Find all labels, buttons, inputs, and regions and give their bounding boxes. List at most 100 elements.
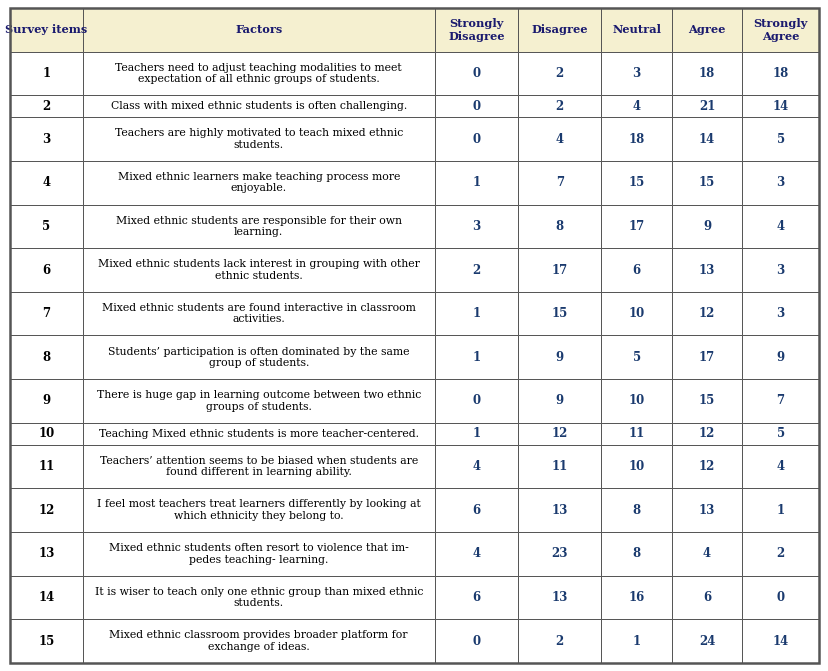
Text: 5: 5 <box>776 133 784 146</box>
Text: 4: 4 <box>702 548 710 560</box>
Text: 17: 17 <box>698 351 715 364</box>
Bar <box>10 8 83 52</box>
Text: 3: 3 <box>776 176 784 189</box>
Text: 6: 6 <box>632 264 640 276</box>
Text: 23: 23 <box>551 548 567 560</box>
Text: 1: 1 <box>472 176 480 189</box>
Bar <box>600 292 671 336</box>
Bar <box>671 336 741 379</box>
Bar <box>671 423 741 445</box>
Text: 3: 3 <box>42 133 51 146</box>
Text: It is wiser to teach only one ethnic group than mixed ethnic
students.: It is wiser to teach only one ethnic gro… <box>94 586 422 608</box>
Bar <box>83 8 434 52</box>
Text: 6: 6 <box>472 591 480 604</box>
Bar <box>671 488 741 532</box>
Text: 18: 18 <box>698 67 715 80</box>
Text: 14: 14 <box>698 133 715 146</box>
Text: 12: 12 <box>551 427 567 440</box>
Bar <box>83 292 434 336</box>
Bar <box>10 379 83 423</box>
Bar <box>741 52 818 95</box>
Bar <box>741 95 818 117</box>
Bar <box>83 576 434 619</box>
Bar <box>741 8 818 52</box>
Text: 15: 15 <box>38 635 55 648</box>
Text: 3: 3 <box>776 264 784 276</box>
Text: Factors: Factors <box>235 24 282 36</box>
Bar <box>671 205 741 248</box>
Bar <box>434 8 518 52</box>
Text: 6: 6 <box>702 591 710 604</box>
Bar <box>518 205 600 248</box>
Text: 8: 8 <box>632 548 640 560</box>
Text: 3: 3 <box>776 307 784 320</box>
Bar <box>434 445 518 488</box>
Text: 9: 9 <box>42 395 51 407</box>
Text: 2: 2 <box>42 100 51 113</box>
Text: Class with mixed ethnic students is often challenging.: Class with mixed ethnic students is ofte… <box>110 101 407 111</box>
Bar <box>741 117 818 161</box>
Bar <box>518 248 600 292</box>
Text: 15: 15 <box>698 176 715 189</box>
Bar <box>600 619 671 663</box>
Bar <box>518 445 600 488</box>
Text: 6: 6 <box>472 504 480 517</box>
Text: 2: 2 <box>472 264 480 276</box>
Bar <box>83 52 434 95</box>
Bar <box>600 576 671 619</box>
Text: 15: 15 <box>698 395 715 407</box>
Bar <box>83 619 434 663</box>
Text: 7: 7 <box>555 176 563 189</box>
Text: Mixed ethnic students lack interest in grouping with other
ethnic students.: Mixed ethnic students lack interest in g… <box>98 259 419 280</box>
Bar <box>518 423 600 445</box>
Bar <box>434 292 518 336</box>
Bar <box>671 532 741 576</box>
Text: 13: 13 <box>551 504 567 517</box>
Text: 15: 15 <box>628 176 644 189</box>
Text: 8: 8 <box>632 504 640 517</box>
Bar <box>741 423 818 445</box>
Text: 21: 21 <box>698 100 715 113</box>
Text: 0: 0 <box>472 67 480 80</box>
Text: Teachers need to adjust teaching modalities to meet
expectation of all ethnic gr: Teachers need to adjust teaching modalit… <box>115 63 402 85</box>
Bar <box>741 379 818 423</box>
Text: 11: 11 <box>551 460 567 473</box>
Bar <box>600 488 671 532</box>
Text: Students’ participation is often dominated by the same
group of students.: Students’ participation is often dominat… <box>108 346 409 368</box>
Bar <box>10 205 83 248</box>
Bar <box>10 95 83 117</box>
Bar <box>518 576 600 619</box>
Text: 1: 1 <box>472 307 480 320</box>
Bar <box>10 117 83 161</box>
Text: 14: 14 <box>772 100 787 113</box>
Text: 2: 2 <box>555 100 563 113</box>
Text: 0: 0 <box>472 635 480 648</box>
Text: 4: 4 <box>472 548 480 560</box>
Bar <box>10 576 83 619</box>
Bar <box>671 619 741 663</box>
Bar <box>434 532 518 576</box>
Bar <box>434 52 518 95</box>
Bar <box>434 576 518 619</box>
Text: Mixed ethnic students are found interactive in classroom
activities.: Mixed ethnic students are found interact… <box>102 303 415 325</box>
Bar <box>83 95 434 117</box>
Text: 4: 4 <box>472 460 480 473</box>
Text: 11: 11 <box>628 427 644 440</box>
Bar <box>83 379 434 423</box>
Bar <box>518 488 600 532</box>
Text: Agree: Agree <box>687 24 724 36</box>
Bar <box>83 161 434 205</box>
Text: 1: 1 <box>472 351 480 364</box>
Bar <box>10 532 83 576</box>
Bar <box>10 423 83 445</box>
Text: 10: 10 <box>628 395 644 407</box>
Bar <box>671 248 741 292</box>
Text: 13: 13 <box>698 504 715 517</box>
Bar <box>671 379 741 423</box>
Text: 4: 4 <box>776 220 784 233</box>
Text: 1: 1 <box>776 504 784 517</box>
Text: 11: 11 <box>38 460 55 473</box>
Bar <box>671 161 741 205</box>
Text: 8: 8 <box>555 220 563 233</box>
Text: Mixed ethnic students often resort to violence that im-
pedes teaching- learning: Mixed ethnic students often resort to vi… <box>108 543 408 564</box>
